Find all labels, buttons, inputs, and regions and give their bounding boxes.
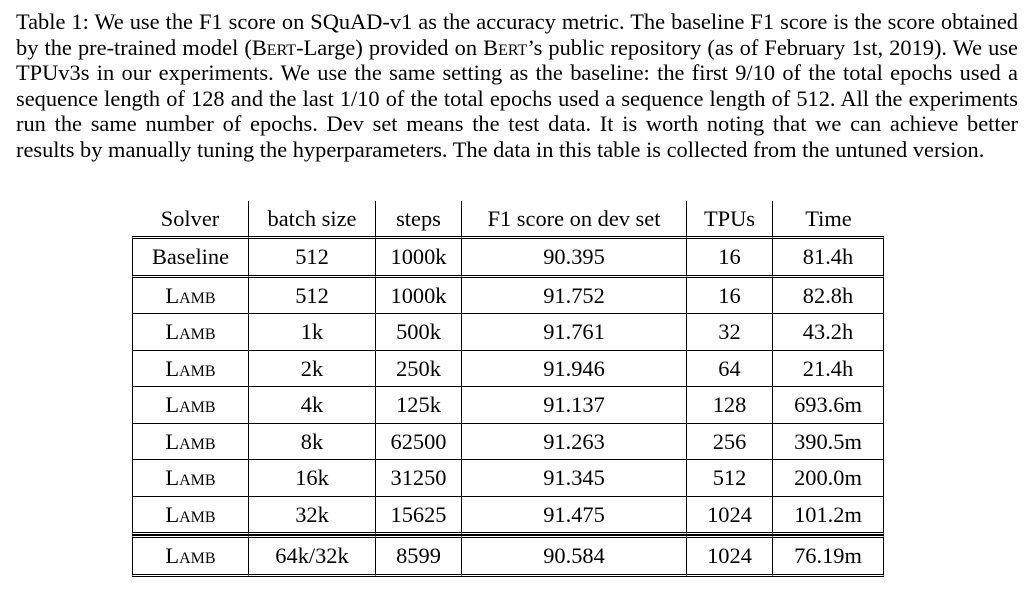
cell-steps: 500k: [376, 313, 462, 350]
cell-time: 81.4h: [773, 236, 884, 278]
cell-tpus: 1024: [687, 535, 773, 577]
header-solver: Solver: [132, 201, 249, 236]
header-tpus: TPUs: [687, 201, 773, 236]
cell-f1-score: 90.395: [462, 236, 687, 278]
header-f1-score: F1 score on dev set: [462, 201, 687, 236]
cell-f1-score: 91.761: [462, 313, 687, 350]
caption-text-1: We use the F1 score on SQuAD-v1 as the a…: [16, 9, 1018, 60]
cell-batch-size: 8k: [249, 422, 376, 459]
cell-steps: 1000k: [376, 236, 462, 278]
cell-f1-score: 90.584: [462, 535, 687, 577]
cell-steps: 250k: [376, 349, 462, 386]
lamb-row: Lamb 512 1000k 91.752 16 82.8h: [132, 277, 884, 313]
cell-steps: 125k: [376, 386, 462, 423]
cell-batch-size: 2k: [249, 349, 376, 386]
cell-time: 200.0m: [773, 459, 884, 496]
cell-steps: 62500: [376, 422, 462, 459]
baseline-row: Baseline 512 1000k 90.395 16 81.4h: [132, 236, 884, 278]
caption-bert-large: Bert: [251, 34, 297, 60]
cell-solver: Lamb: [132, 535, 249, 577]
header-steps: steps: [376, 201, 462, 236]
header-row: Solver batch size steps F1 score on dev …: [132, 201, 884, 236]
cell-time: 76.19m: [773, 535, 884, 577]
cell-batch-size: 64k/32k: [249, 535, 376, 577]
header-time: Time: [805, 206, 852, 231]
cell-batch-size: 4k: [249, 386, 376, 423]
cell-time: 21.4h: [773, 349, 884, 386]
cell-solver: Lamb: [132, 313, 249, 350]
cell-tpus: 256: [687, 422, 773, 459]
mixed-batch-row: Lamb 64k/32k 8599 90.584 1024 76.19m: [132, 535, 884, 577]
lamb-row: Lamb 32k 15625 91.475 1024 101.2m: [132, 495, 884, 535]
cell-f1-score: 91.475: [462, 495, 687, 535]
cell-f1-score: 91.946: [462, 349, 687, 386]
cell-steps: 1000k: [376, 277, 462, 313]
lamb-row: Lamb 2k 250k 91.946 64 21.4h: [132, 349, 884, 386]
cell-f1-score: 91.263: [462, 422, 687, 459]
caption-label: Table 1:: [16, 9, 89, 34]
cell-time: 693.6m: [773, 386, 884, 423]
cell-tpus: 128: [687, 386, 773, 423]
cell-solver: Lamb: [132, 422, 249, 459]
cell-steps: 8599: [376, 535, 462, 577]
results-table: Solver batch size steps F1 score on dev …: [132, 201, 884, 577]
cell-f1-score: 91.345: [462, 459, 687, 496]
cell-time: 101.2m: [773, 495, 884, 535]
cell-batch-size: 16k: [249, 459, 376, 496]
lamb-row: Lamb 1k 500k 91.761 32 43.2h: [132, 313, 884, 350]
cell-solver: Lamb: [132, 386, 249, 423]
lamb-row: Lamb 8k 62500 91.263 256 390.5m: [132, 422, 884, 459]
header-batch-size: batch size: [249, 201, 376, 236]
cell-batch-size: 32k: [249, 495, 376, 535]
cell-batch-size: 1k: [249, 313, 376, 350]
cell-tpus: 16: [687, 277, 773, 313]
cell-time: 390.5m: [773, 422, 884, 459]
cell-solver: Lamb: [132, 495, 249, 535]
cell-tpus: 32: [687, 313, 773, 350]
cell-time: 43.2h: [773, 313, 884, 350]
cell-tpus: 512: [687, 459, 773, 496]
cell-solver: Lamb: [132, 459, 249, 496]
cell-tpus: 1024: [687, 495, 773, 535]
cell-batch-size: 512: [249, 277, 376, 313]
lamb-row: Lamb 16k 31250 91.345 512 200.0m: [132, 459, 884, 496]
lamb-row: Lamb 4k 125k 91.137 128 693.6m: [132, 386, 884, 423]
cell-solver: Lamb: [132, 349, 249, 386]
cell-steps: 31250: [376, 459, 462, 496]
cell-time: 82.8h: [773, 277, 884, 313]
caption-text-3: ’s public repository (as of February 1st…: [16, 34, 1018, 162]
cell-solver: Baseline: [132, 236, 249, 278]
caption-bert-possessive: Bert: [483, 34, 528, 60]
table-caption: Table 1: We use the F1 score on SQuAD-v1…: [16, 9, 1018, 162]
cell-tpus: 64: [687, 349, 773, 386]
cell-batch-size: 512: [249, 236, 376, 278]
cell-tpus: 16: [687, 236, 773, 278]
caption-text-2: -Large) provided on: [296, 34, 484, 60]
cell-f1-score: 91.137: [462, 386, 687, 423]
cell-solver: Lamb: [132, 277, 249, 313]
cell-f1-score: 91.752: [462, 277, 687, 313]
cell-steps: 15625: [376, 495, 462, 535]
